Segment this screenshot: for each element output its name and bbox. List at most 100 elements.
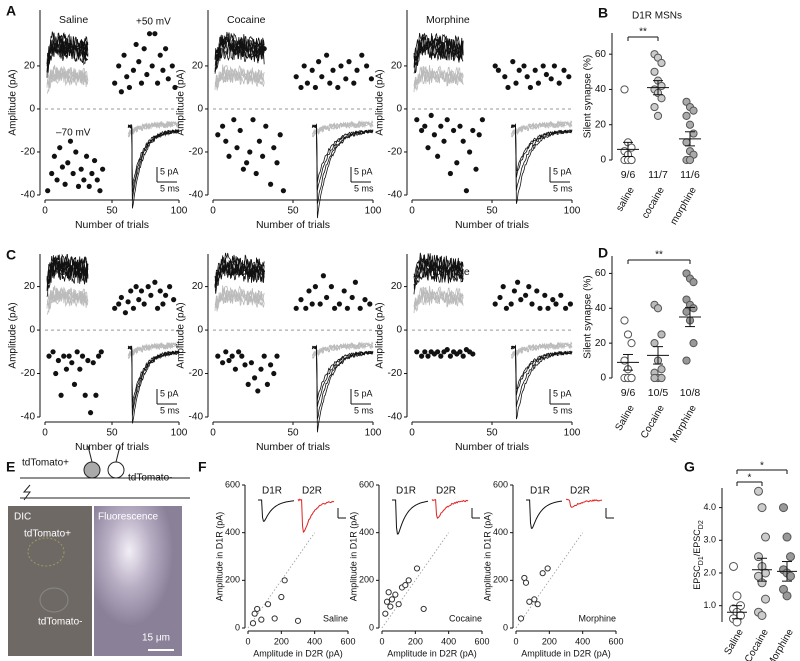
- trial-point: [368, 76, 374, 82]
- trial-point: [154, 305, 161, 311]
- schematic: E tdTomato+ tdTomato- DIC Fluorescence t…: [6, 445, 190, 656]
- paired-point: [388, 596, 396, 603]
- trial-point: [261, 353, 267, 359]
- scale-label: 5 ms: [160, 183, 180, 193]
- trial-point: [69, 360, 75, 366]
- scale-label: 5 pA: [160, 166, 179, 176]
- point: [782, 532, 792, 542]
- condition-label: Cocaine: [449, 613, 482, 623]
- paired-point: [382, 610, 389, 617]
- trial-point: [138, 80, 145, 86]
- epsc-trace: [565, 498, 602, 508]
- count-label: 9/6: [621, 169, 636, 181]
- trial-point: [470, 127, 476, 134]
- trace-outward: [413, 252, 464, 277]
- y-tick-label: 40: [595, 84, 607, 95]
- y-tick-label: 0: [197, 325, 203, 336]
- trace-inward-gray: [127, 120, 180, 136]
- trial-point: [328, 284, 334, 290]
- y-tick-label: 3.0: [703, 535, 716, 545]
- trial-point: [248, 360, 254, 366]
- y-tick-label: 600: [225, 479, 240, 489]
- trial-point: [226, 357, 232, 364]
- trial-point: [98, 349, 104, 355]
- y-axis-label: Amplitude (pA): [375, 302, 386, 368]
- x-tick-label: 400: [575, 636, 590, 646]
- image-label: Fluorescence: [98, 512, 158, 523]
- trial-point: [277, 132, 283, 138]
- trial-point: [167, 284, 173, 290]
- trial-point: [215, 353, 221, 359]
- trial-point: [46, 353, 52, 359]
- y-axis-label: Amplitude in D1R (pA): [348, 512, 358, 602]
- trace-inward: [510, 124, 573, 178]
- trial-point: [169, 63, 175, 69]
- trial-point: [428, 112, 434, 119]
- trial-point: [431, 132, 437, 138]
- x-tick-label: 600: [340, 636, 355, 646]
- paired-point: [517, 615, 525, 622]
- fluorescence-image: [94, 506, 182, 656]
- annotation: +50 mV: [136, 17, 171, 28]
- count-label: 10/5: [648, 387, 669, 399]
- x-tick-label: 600: [474, 636, 489, 646]
- trial-point: [240, 166, 246, 172]
- x-tick-label: 50: [106, 428, 118, 439]
- point: [732, 591, 742, 601]
- point: [689, 339, 698, 348]
- trial-point: [349, 294, 355, 301]
- trace-inward-gray: [510, 120, 573, 138]
- y-axis-label: Amplitude (pA): [176, 302, 187, 368]
- category-label: Saline: [722, 627, 746, 657]
- trial-point: [312, 284, 318, 290]
- trial-point: [319, 74, 325, 80]
- trial-point: [293, 74, 299, 80]
- trial-point: [467, 149, 473, 155]
- epsc-trace: [297, 498, 335, 533]
- trace-inward: [127, 345, 180, 403]
- trial-point: [425, 353, 431, 359]
- point: [623, 330, 633, 339]
- trial-point: [351, 80, 357, 86]
- trace-inward: [127, 345, 180, 409]
- paired-point: [531, 596, 538, 603]
- cell-outline: [27, 537, 65, 567]
- trace-inward-gray: [510, 341, 573, 360]
- trace-label: D2R: [570, 486, 590, 497]
- trial-point: [444, 117, 450, 123]
- trial-point: [298, 297, 304, 303]
- y-tick-label: 20: [391, 61, 403, 72]
- trial-point: [96, 353, 102, 359]
- trial-point: [268, 362, 274, 368]
- point: [786, 571, 795, 581]
- count-label: 9/6: [621, 387, 636, 399]
- trace-inward-gray: [311, 341, 374, 360]
- point: [657, 330, 666, 339]
- y-axis-label-part: D1: [698, 556, 705, 565]
- trial-point: [71, 381, 78, 387]
- trial-point: [122, 310, 128, 316]
- trial-point: [220, 123, 226, 129]
- trial-point: [148, 292, 154, 298]
- category-label: Cocaine: [639, 403, 667, 441]
- paired-point: [392, 591, 399, 598]
- trial-point: [62, 181, 68, 187]
- trial-point: [317, 301, 323, 307]
- trial-point: [537, 305, 543, 311]
- y-tick-label: -20: [21, 368, 36, 379]
- trace-label: D1R: [262, 486, 282, 497]
- trial-point: [78, 166, 84, 172]
- trial-point: [91, 157, 98, 164]
- trial-point: [255, 388, 261, 394]
- trial-point: [89, 170, 95, 177]
- trace-outward-gray: [46, 285, 89, 306]
- y-tick-label: 20: [192, 281, 204, 292]
- scale-label: 5 pA: [160, 388, 179, 398]
- trial-point: [81, 177, 87, 183]
- trial-point: [367, 301, 373, 307]
- point: [682, 138, 691, 147]
- trial-point: [463, 188, 469, 194]
- x-tick-label: 100: [365, 206, 382, 217]
- trial-point: [476, 132, 482, 138]
